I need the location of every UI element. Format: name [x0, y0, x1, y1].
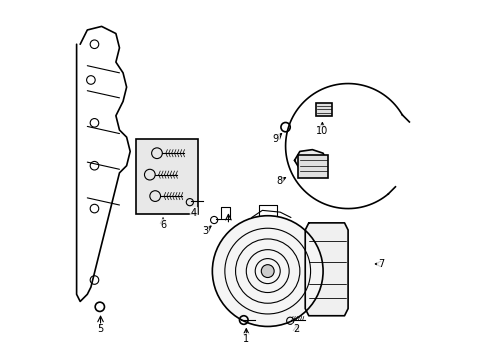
Text: 10: 10 [316, 126, 328, 136]
Text: 3: 3 [202, 226, 208, 236]
Bar [298, 155, 328, 178]
Text: 5: 5 [97, 324, 103, 334]
Bar [135, 139, 198, 214]
Text: 6: 6 [160, 220, 166, 230]
Bar [315, 103, 331, 116]
Text: 2: 2 [293, 324, 299, 334]
Text: 7: 7 [377, 259, 383, 269]
Circle shape [261, 265, 274, 278]
Text: 8: 8 [276, 176, 282, 186]
Circle shape [212, 216, 323, 327]
Text: 1: 1 [243, 334, 249, 344]
Polygon shape [305, 223, 347, 316]
Polygon shape [294, 150, 326, 171]
Text: 4: 4 [190, 208, 197, 218]
Text: 9: 9 [272, 134, 279, 144]
